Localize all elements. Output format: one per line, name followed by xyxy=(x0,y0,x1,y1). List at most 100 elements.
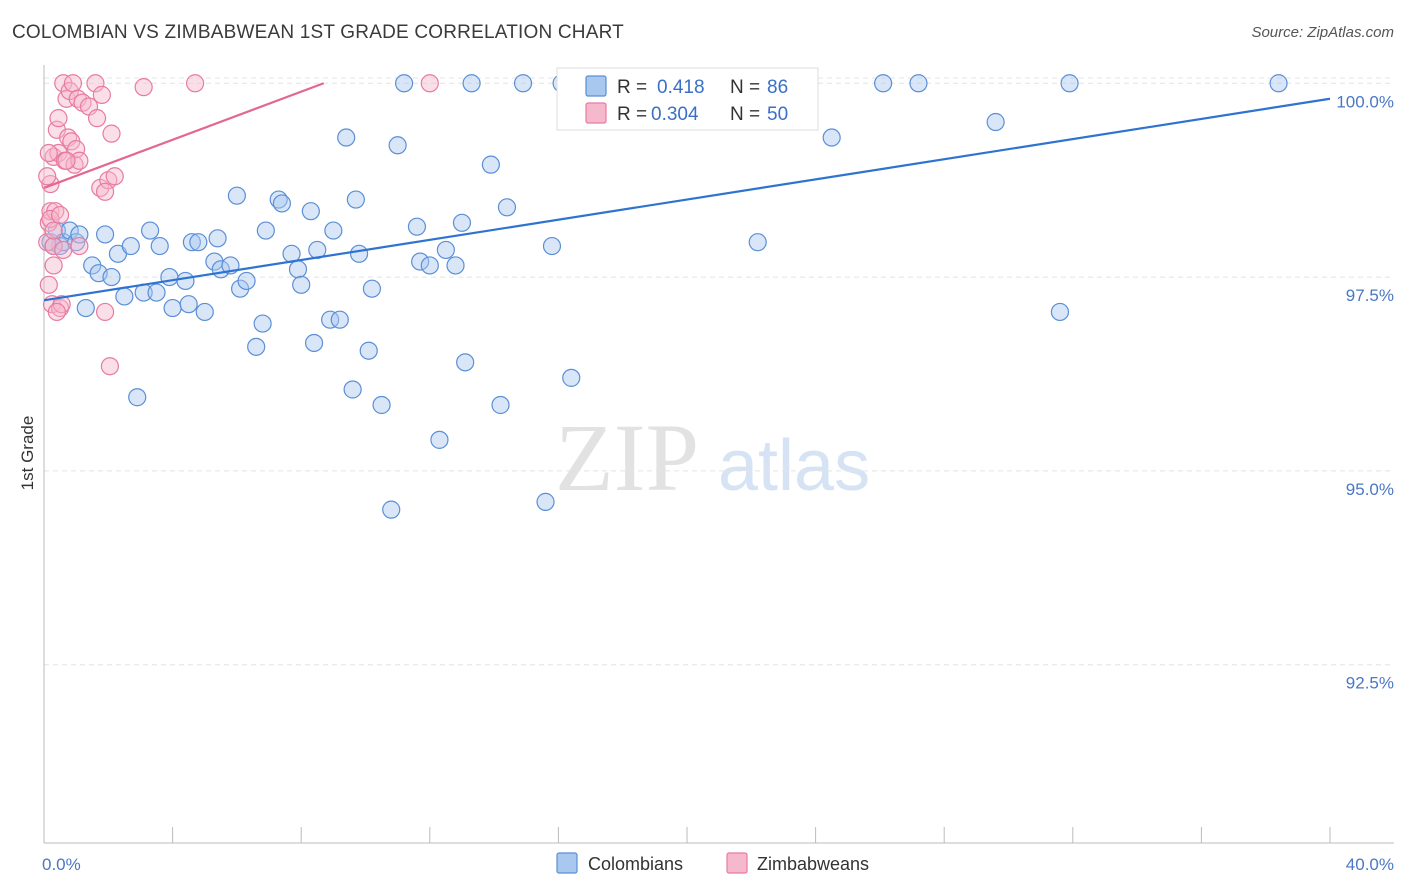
colombians-point xyxy=(362,279,382,298)
colombians-point xyxy=(1060,74,1079,93)
colombians-point xyxy=(227,186,246,205)
zimbabweans-points xyxy=(38,74,439,376)
colombians-point xyxy=(150,236,169,256)
colombians-point xyxy=(1050,302,1070,322)
colombians-point xyxy=(272,194,292,213)
axes xyxy=(43,65,1394,844)
colombians-point xyxy=(909,74,928,93)
zimbabweans-point xyxy=(420,74,439,93)
colombians-point xyxy=(189,233,208,252)
colombians-point xyxy=(102,267,121,287)
trend-lines xyxy=(43,82,1331,302)
colombians-point xyxy=(346,190,365,209)
colombians-point xyxy=(301,202,320,221)
colombians-point xyxy=(513,74,533,93)
zimbabweans-point xyxy=(54,240,73,260)
colombians-point xyxy=(337,128,356,147)
colombians-point xyxy=(388,136,407,155)
legend-swatch-colombians xyxy=(585,75,607,97)
colombians-point xyxy=(147,283,166,302)
zimbabweans-point xyxy=(41,202,60,221)
zimbabweans-point xyxy=(105,167,124,186)
zimbabweans-point xyxy=(41,209,60,229)
colombians-point xyxy=(237,271,256,291)
colombians-point xyxy=(60,221,79,240)
colombians-point xyxy=(462,74,481,93)
legend-r-label-colombians: R = xyxy=(617,77,647,98)
legend-r-label-zimbabweans: R = xyxy=(617,104,647,125)
colombians-point xyxy=(288,260,308,279)
colombians-point xyxy=(247,337,266,356)
zimbabweans-point xyxy=(57,151,76,170)
zimbabweans-point xyxy=(95,182,115,201)
colombians-point xyxy=(456,353,475,372)
source-label: Source: ZipAtlas.com xyxy=(1251,24,1394,41)
colombians-point xyxy=(536,492,555,511)
colombians-trend-line xyxy=(43,97,1331,302)
colombians-point xyxy=(407,217,427,236)
colombians-point xyxy=(430,430,449,449)
colombians-point xyxy=(140,221,160,240)
stats-legend: R = 0.418 N = 86 R = 0.304 N = 50 xyxy=(556,67,819,131)
colombians-point xyxy=(321,310,340,329)
series-label-colombians: Colombians xyxy=(588,854,683,874)
zimbabweans-point xyxy=(102,124,121,143)
colombians-point xyxy=(986,112,1005,132)
colombians-point xyxy=(163,298,182,318)
y-tick-labels: 92.5% 95.0% 97.5% 100.0% xyxy=(1336,92,1394,692)
colombians-point xyxy=(542,236,562,256)
y-axis-title: 1st Grade xyxy=(18,416,37,491)
colombians-point xyxy=(256,221,275,240)
legend-n-value-colombians: 86 xyxy=(767,77,788,98)
colombians-point xyxy=(562,368,581,387)
y-tick-label: 97.5% xyxy=(1346,286,1394,305)
zimbabweans-point xyxy=(95,302,115,322)
zimbabweans-point xyxy=(63,74,83,93)
colombians-point xyxy=(497,198,517,217)
colombians-point xyxy=(115,287,134,306)
series-legend: Colombians Zimbabweans xyxy=(556,852,869,874)
colombians-point xyxy=(324,221,343,240)
legend-r-value-colombians: 0.418 xyxy=(657,77,705,98)
colombians-point xyxy=(748,233,767,252)
colombians-point xyxy=(874,74,893,93)
legend-n-label-colombians: N = xyxy=(730,77,760,98)
zimbabweans-point xyxy=(100,357,120,376)
zimbabweans-point xyxy=(39,143,58,163)
colombians-point xyxy=(160,267,179,287)
zimbabweans-point xyxy=(38,167,57,186)
series-swatch-colombians xyxy=(556,852,578,874)
colombians-point xyxy=(121,236,140,256)
colombians-point xyxy=(446,256,465,275)
colombians-point xyxy=(343,380,362,399)
colombians-point xyxy=(182,233,201,252)
series-label-zimbabweans: Zimbabweans xyxy=(757,854,869,874)
colombians-point xyxy=(411,252,430,271)
colombians-point xyxy=(420,256,439,275)
gridlines xyxy=(44,77,1394,666)
chart-title: COLOMBIAN VS ZIMBABWEAN 1ST GRADE CORREL… xyxy=(12,22,624,43)
colombians-point xyxy=(95,225,115,244)
zimbabweans-point xyxy=(44,236,63,256)
zimbabweans-point xyxy=(39,275,58,294)
legend-r-value-zimbabweans: 0.304 xyxy=(651,104,699,125)
colombians-point xyxy=(822,128,841,147)
zimbabweans-point xyxy=(186,74,205,93)
series-swatch-zimbabweans xyxy=(726,852,748,874)
legend-swatch-zimbabweans xyxy=(585,102,607,124)
watermark-zip: ZIP xyxy=(555,404,699,511)
colombians-point xyxy=(304,333,324,353)
x-tick-label-max: 40.0% xyxy=(1346,855,1394,874)
colombians-point xyxy=(382,500,401,519)
zimbabweans-point xyxy=(67,140,86,159)
zimbabweans-point xyxy=(49,109,68,128)
colombians-point xyxy=(349,244,369,263)
colombians-point xyxy=(1269,74,1288,93)
colombians-point xyxy=(330,310,349,329)
legend-n-label-zimbabweans: N = xyxy=(730,104,760,125)
zimbabweans-point xyxy=(87,109,107,128)
zimbabweans-point xyxy=(44,256,63,275)
zimbabweans-point xyxy=(134,78,153,97)
colombians-point xyxy=(372,395,391,415)
